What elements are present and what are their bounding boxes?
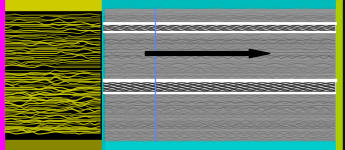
- Bar: [4, 0, 102, 10]
- Bar: [4, 140, 102, 150]
- Bar: [102, 0, 104, 150]
- Bar: [104, 80, 335, 93]
- Bar: [104, 141, 335, 150]
- Bar: [343, 0, 345, 150]
- Bar: [336, 0, 345, 150]
- Bar: [0, 0, 4, 150]
- FancyArrow shape: [145, 49, 270, 58]
- Bar: [104, 23, 335, 32]
- Bar: [104, 8, 335, 141]
- Bar: [104, 0, 335, 8]
- Bar: [0, 0, 102, 150]
